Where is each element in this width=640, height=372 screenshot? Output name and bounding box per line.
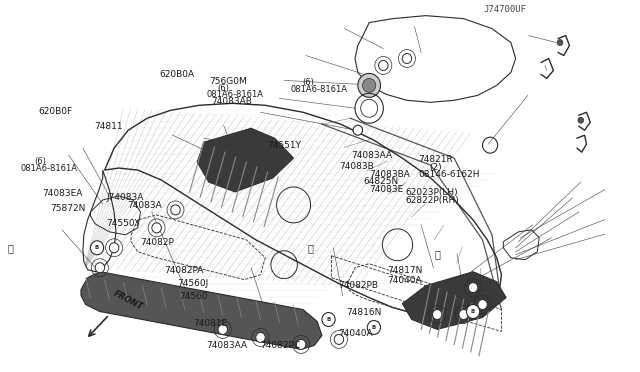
Text: 081A6-8161A: 081A6-8161A — [20, 164, 77, 173]
Circle shape — [402, 54, 412, 64]
Polygon shape — [197, 128, 294, 192]
Text: 62822P(RH): 62822P(RH) — [406, 196, 460, 205]
Text: 74560: 74560 — [180, 292, 208, 301]
Text: 74816N: 74816N — [347, 308, 382, 317]
Text: 64825N: 64825N — [364, 177, 399, 186]
Circle shape — [218, 324, 227, 334]
Circle shape — [367, 321, 381, 334]
Text: Ⓑ: Ⓑ — [7, 243, 13, 253]
Text: B: B — [471, 309, 476, 314]
Circle shape — [362, 78, 376, 92]
Polygon shape — [81, 272, 322, 349]
Text: 74083AB: 74083AB — [211, 97, 252, 106]
Text: 74040A: 74040A — [338, 329, 372, 338]
Text: 74082PC: 74082PC — [260, 341, 301, 350]
Text: B: B — [326, 317, 331, 322]
Text: (6): (6) — [217, 84, 229, 93]
Text: 74082PB: 74082PB — [338, 281, 378, 290]
Circle shape — [109, 243, 119, 253]
Text: 08146-6162H: 08146-6162H — [418, 170, 479, 179]
Circle shape — [322, 312, 335, 327]
Circle shape — [95, 263, 104, 273]
Circle shape — [90, 241, 104, 255]
Text: 756G0M: 756G0M — [209, 77, 247, 86]
Text: (6): (6) — [302, 78, 314, 87]
Circle shape — [296, 339, 306, 349]
Text: 75872N: 75872N — [51, 204, 86, 213]
Circle shape — [433, 310, 442, 320]
Circle shape — [152, 223, 161, 233]
Circle shape — [478, 299, 487, 310]
Circle shape — [256, 333, 265, 342]
Circle shape — [334, 334, 344, 344]
Circle shape — [353, 125, 362, 135]
Text: 62023P(LH): 62023P(LH) — [406, 188, 458, 197]
Circle shape — [459, 310, 468, 320]
Text: 74083AA: 74083AA — [206, 341, 248, 350]
Text: (6): (6) — [34, 157, 46, 166]
Circle shape — [467, 305, 480, 318]
Text: J74700UF: J74700UF — [484, 5, 527, 14]
Text: Ⓑ: Ⓑ — [435, 249, 440, 259]
Text: 74040A: 74040A — [388, 276, 422, 285]
Text: 74811: 74811 — [95, 122, 123, 131]
Text: 74821R: 74821R — [418, 155, 452, 164]
Text: 74560J: 74560J — [177, 279, 209, 288]
Text: Ⓑ: Ⓑ — [308, 243, 314, 253]
Circle shape — [557, 39, 563, 45]
Text: 081A6-8161A: 081A6-8161A — [206, 90, 263, 99]
Text: 74083E: 74083E — [369, 185, 404, 194]
Text: (2): (2) — [429, 163, 442, 172]
Text: 74083AA: 74083AA — [351, 151, 392, 160]
Circle shape — [358, 73, 381, 97]
Text: 74081E: 74081E — [193, 320, 227, 328]
Text: 74550Y: 74550Y — [106, 219, 141, 228]
Text: 74083A: 74083A — [127, 201, 163, 210]
Circle shape — [578, 117, 584, 123]
Text: 74082P: 74082P — [140, 238, 173, 247]
Text: 74083B: 74083B — [339, 162, 374, 171]
Text: B: B — [372, 325, 376, 330]
Text: 620B0A: 620B0A — [159, 70, 195, 78]
Text: 74817N: 74817N — [388, 266, 423, 275]
Text: 74551Y: 74551Y — [267, 141, 301, 150]
Circle shape — [171, 205, 180, 215]
Text: 74082PA: 74082PA — [164, 266, 204, 275]
Text: 620B0F: 620B0F — [38, 107, 72, 116]
Polygon shape — [402, 272, 506, 330]
Text: 74083EA: 74083EA — [42, 189, 82, 198]
Text: 74083BA: 74083BA — [369, 170, 410, 179]
Text: 081A6-8161A: 081A6-8161A — [291, 85, 348, 94]
Text: B: B — [95, 245, 99, 250]
Circle shape — [379, 61, 388, 70]
Text: J74083A: J74083A — [106, 193, 144, 202]
Text: FRONT: FRONT — [112, 289, 145, 311]
Circle shape — [468, 283, 478, 293]
